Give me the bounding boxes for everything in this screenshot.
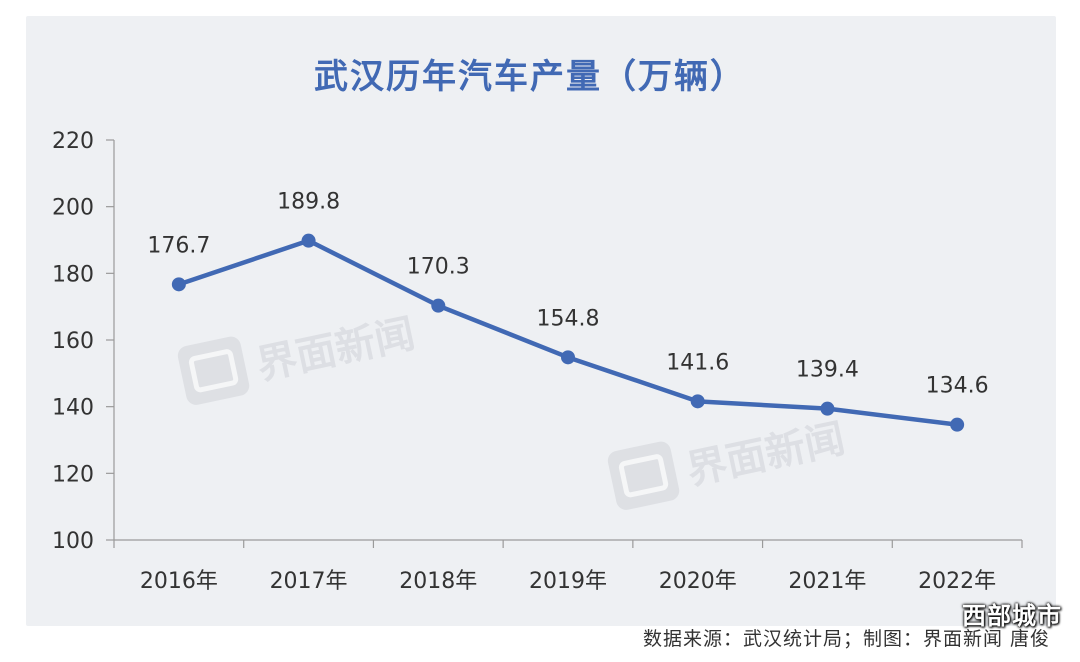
watermark-icon-inner xyxy=(618,454,669,498)
x-tick-label: 2019年 xyxy=(529,569,607,594)
data-label: 189.8 xyxy=(277,190,340,215)
corner-watermark: 西部城市 xyxy=(962,602,1062,630)
data-point xyxy=(431,298,446,313)
footer-band xyxy=(26,626,1056,662)
x-tick-label: 2022年 xyxy=(918,569,996,594)
x-tick-label: 2017年 xyxy=(270,569,348,594)
data-label: 154.8 xyxy=(537,306,600,331)
watermark-text: 界面新闻 xyxy=(253,311,419,389)
series-line xyxy=(176,238,960,427)
data-label: 139.4 xyxy=(796,358,859,383)
x-tick-label: 2020年 xyxy=(659,569,737,594)
y-tick-label: 220 xyxy=(52,129,94,154)
watermark-icon xyxy=(607,441,680,510)
data-label: 170.3 xyxy=(407,255,470,280)
y-tick-label: 200 xyxy=(52,196,94,221)
x-tick-label: 2018年 xyxy=(399,569,477,594)
y-tick-label: 140 xyxy=(52,396,94,421)
source-note: 数据来源：武汉统计局；制图：界面新闻 唐俊 xyxy=(642,628,1050,650)
y-tick-label: 120 xyxy=(52,462,94,487)
x-tick-label: 2016年 xyxy=(140,569,218,594)
chart-panel xyxy=(26,16,1056,626)
watermark-logo: 界面新闻 xyxy=(177,311,419,405)
data-point xyxy=(171,277,186,292)
y-tick-label: 180 xyxy=(52,262,94,287)
data-label: 134.6 xyxy=(926,374,989,399)
series-group xyxy=(171,233,965,432)
data-point xyxy=(950,417,965,432)
x-tick-label: 2021年 xyxy=(788,569,866,594)
watermark-logo: 界面新闻 xyxy=(607,416,849,510)
y-tick-label: 160 xyxy=(52,329,94,354)
y-tick-label: 100 xyxy=(52,529,94,554)
data-point xyxy=(301,233,316,248)
data-point xyxy=(690,394,705,409)
data-label: 141.6 xyxy=(666,350,729,375)
watermark-icon xyxy=(177,336,250,405)
data-point xyxy=(820,401,835,416)
chart-title: 武汉历年汽车产量（万辆） xyxy=(314,57,746,97)
axes-group: 100 120 140 160 180 200 220 2016年 2017年 2018年 2019… xyxy=(52,129,1023,594)
data-point xyxy=(561,350,575,365)
data-label: 176.7 xyxy=(147,233,210,258)
watermark-icon-inner xyxy=(188,349,239,393)
data-labels-group: 176.7 189.8 170.3 154.8 141.6 139.4 134.6 xyxy=(147,190,988,399)
watermark-text: 界面新闻 xyxy=(683,416,849,494)
